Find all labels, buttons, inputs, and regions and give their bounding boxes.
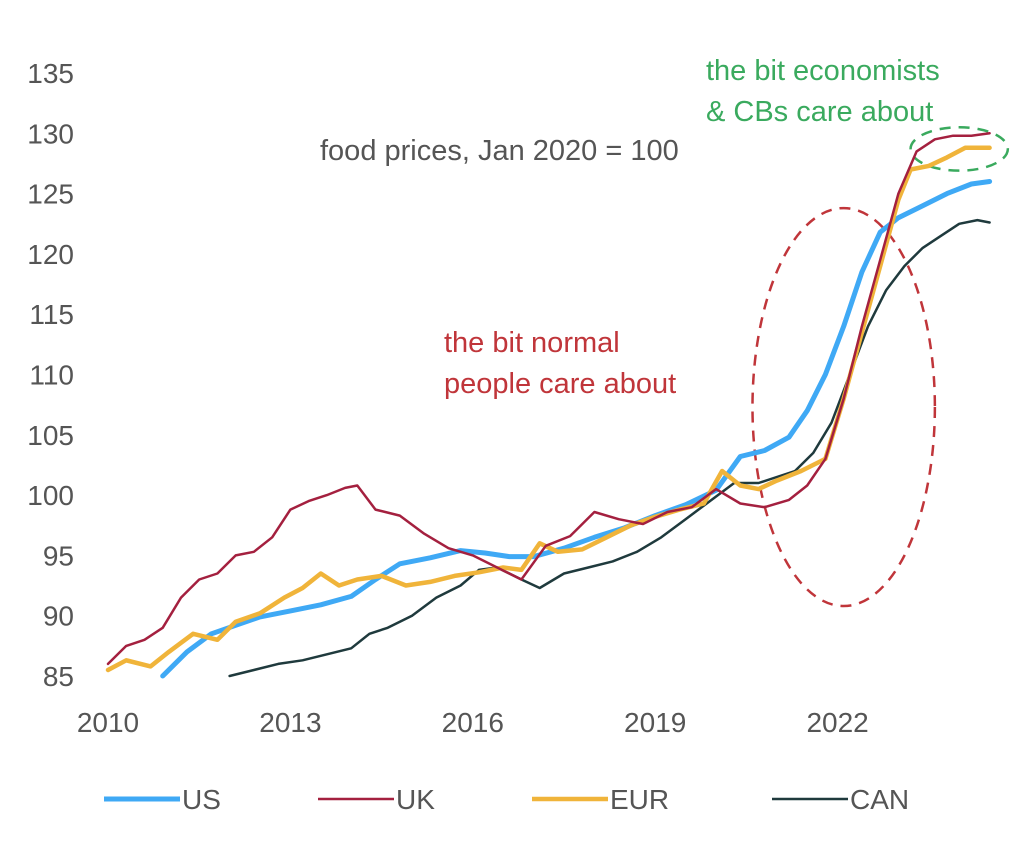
x-tick-label: 2013: [259, 707, 321, 738]
annotation-economists-line: & CBs care about: [706, 96, 933, 128]
y-axis-ticks: 85 90 95 100 105 110 115 120 125 130 135: [27, 58, 74, 692]
x-axis-ticks: 2010 2013 2016 2019 2022: [77, 707, 869, 738]
legend-label-eur: EUR: [610, 784, 669, 815]
series-line-uk: [106, 132, 991, 666]
x-tick-label: 2019: [624, 707, 686, 738]
y-tick-label: 90: [43, 601, 74, 632]
y-tick-label: 100: [27, 480, 74, 511]
x-tick-label: 2016: [442, 707, 504, 738]
annotation-economists-line: the bit economists: [706, 55, 940, 87]
annotations: food prices, Jan 2020 = 100 the bit norma…: [320, 55, 940, 400]
x-tick-label: 2022: [806, 707, 868, 738]
series-line-us: [160, 179, 993, 679]
normal-people-ellipse: [751, 206, 937, 608]
series-lines: [105, 132, 993, 679]
y-tick-label: 95: [43, 540, 74, 571]
annotation-normal-people-line: people care about: [444, 368, 676, 400]
legend-label-us: US: [182, 784, 221, 815]
y-tick-label: 120: [27, 239, 74, 270]
y-tick-label: 115: [29, 299, 74, 330]
x-tick-label: 2010: [77, 707, 139, 738]
series-line-eur: [105, 145, 992, 673]
y-tick-label: 105: [27, 420, 74, 451]
y-tick-label: 110: [29, 360, 74, 391]
y-tick-label: 85: [43, 661, 74, 692]
annotation-normal-people-line: the bit normal: [444, 327, 620, 359]
legend-label-can: CAN: [850, 784, 909, 815]
economists-ellipse: [909, 126, 1010, 172]
legend: US UK EUR CAN: [104, 784, 909, 815]
y-tick-label: 135: [27, 58, 74, 89]
highlight-ellipses: [751, 126, 1010, 608]
y-tick-label: 125: [27, 179, 74, 210]
legend-label-uk: UK: [396, 784, 435, 815]
series-line-can: [228, 218, 991, 678]
y-tick-label: 130: [27, 118, 74, 149]
annotation-food-prices-line: food prices, Jan 2020 = 100: [320, 135, 679, 167]
